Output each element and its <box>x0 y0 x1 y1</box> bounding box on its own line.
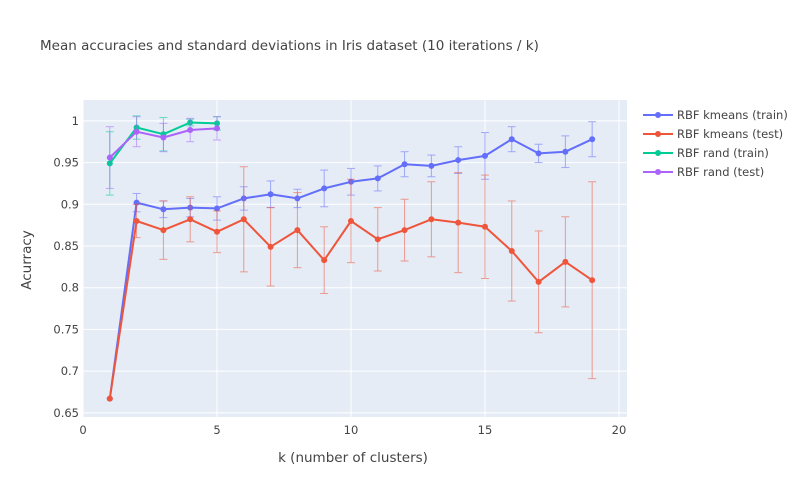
legend-item[interactable]: RBF kmeans (train) <box>643 108 788 122</box>
x-tick-label: 10 <box>344 423 359 437</box>
y-tick-label: 0.85 <box>53 239 79 253</box>
legend: RBF kmeans (train) RBF kmeans (test) RBF r… <box>643 108 788 179</box>
data-point[interactable] <box>106 395 113 402</box>
plot-area <box>83 100 627 417</box>
legend-label: RBF rand (train) <box>677 146 769 160</box>
data-point[interactable] <box>187 127 194 134</box>
data-point[interactable] <box>160 134 167 141</box>
y-axis-title: Acurracy <box>19 230 35 290</box>
data-point[interactable] <box>374 175 381 182</box>
data-point[interactable] <box>106 154 113 161</box>
y-tick-label: 0.8 <box>61 281 79 295</box>
data-point[interactable] <box>455 219 462 226</box>
legend-item[interactable]: RBF kmeans (test) <box>643 127 783 141</box>
data-point[interactable] <box>240 216 247 223</box>
x-axis-ticks: 0 5 10 15 20 <box>79 423 626 437</box>
data-point[interactable] <box>535 278 542 285</box>
legend-item[interactable]: RBF rand (train) <box>643 146 769 160</box>
data-point[interactable] <box>321 257 328 264</box>
legend-label: RBF kmeans (train) <box>677 108 788 122</box>
y-tick-label: 1 <box>72 114 79 128</box>
series-layer <box>105 115 597 402</box>
data-point[interactable] <box>133 217 140 224</box>
y-tick-label: 0.95 <box>53 156 79 170</box>
data-point[interactable] <box>321 185 328 192</box>
x-axis-title: k (number of clusters) <box>278 450 428 466</box>
data-point[interactable] <box>428 162 435 169</box>
legend-label: RBF rand (test) <box>677 165 764 179</box>
y-tick-label: 0.7 <box>61 364 79 378</box>
x-tick-label: 20 <box>612 423 627 437</box>
data-point[interactable] <box>455 157 462 164</box>
data-point[interactable] <box>213 125 220 132</box>
legend-swatch-marker <box>655 150 661 156</box>
data-point[interactable] <box>481 152 488 159</box>
legend-label: RBF kmeans (test) <box>677 127 783 141</box>
data-point[interactable] <box>428 216 435 223</box>
x-tick-label: 5 <box>213 423 220 437</box>
y-tick-label: 0.65 <box>53 406 79 420</box>
series-rbf-rand-test <box>105 116 221 189</box>
data-point[interactable] <box>401 227 408 234</box>
data-point[interactable] <box>267 243 274 250</box>
data-point[interactable] <box>401 161 408 168</box>
data-point[interactable] <box>508 136 515 143</box>
data-point[interactable] <box>562 148 569 155</box>
data-point[interactable] <box>267 191 274 198</box>
chart-title: Mean accuracies and standard deviations … <box>40 38 539 54</box>
y-tick-label: 0.9 <box>61 197 79 211</box>
data-point[interactable] <box>187 216 194 223</box>
data-point[interactable] <box>589 136 596 143</box>
data-point[interactable] <box>294 227 301 234</box>
legend-swatch-marker <box>655 131 661 137</box>
data-point[interactable] <box>374 236 381 243</box>
legend-swatch-marker <box>655 112 661 118</box>
series-rbf-kmeans-test <box>106 166 597 402</box>
legend-swatch-marker <box>655 169 661 175</box>
data-point[interactable] <box>562 258 569 265</box>
x-tick-label: 0 <box>79 423 86 437</box>
data-point[interactable] <box>535 150 542 157</box>
x-tick-label: 15 <box>478 423 493 437</box>
data-point[interactable] <box>160 227 167 234</box>
data-point[interactable] <box>589 277 596 284</box>
data-point[interactable] <box>133 128 140 135</box>
data-point[interactable] <box>481 223 488 230</box>
data-point[interactable] <box>508 247 515 254</box>
data-point[interactable] <box>347 217 354 224</box>
data-point[interactable] <box>213 205 220 212</box>
data-point[interactable] <box>213 228 220 235</box>
y-axis-ticks: 0.65 0.7 0.75 0.8 0.85 0.9 0.95 1 <box>53 114 79 420</box>
legend-item[interactable]: RBF rand (test) <box>643 165 764 179</box>
y-tick-label: 0.75 <box>53 322 79 336</box>
